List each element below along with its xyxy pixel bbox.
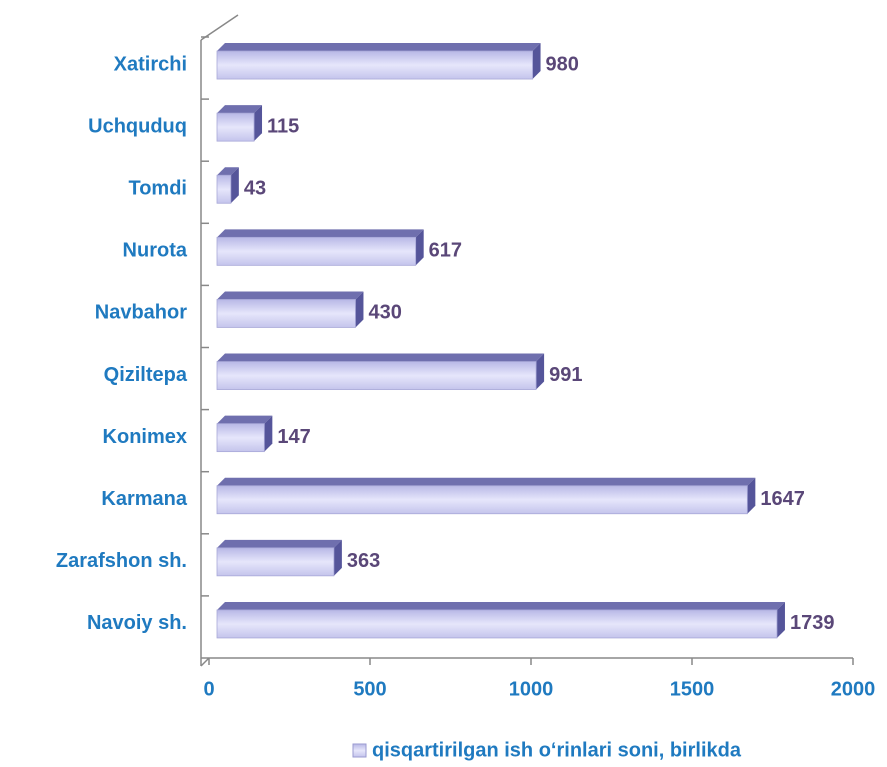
y-tick-label: Uchquduq <box>88 115 187 137</box>
y-tick-label: Xatirchi <box>114 53 187 75</box>
x-tick-label: 0 <box>203 678 214 700</box>
bar <box>216 50 533 80</box>
bar-side <box>254 105 263 142</box>
bar-side <box>355 291 364 328</box>
y-tick-label: Qiziltepa <box>104 364 188 386</box>
bar <box>216 112 255 142</box>
y-tick-label: Navoiy sh. <box>87 612 187 634</box>
bar-top <box>217 167 239 176</box>
bar-top <box>217 291 364 300</box>
x-tick-label: 1000 <box>509 678 554 700</box>
bar-side <box>776 601 785 638</box>
y-tick-label: Tomdi <box>128 178 187 200</box>
bar <box>216 299 356 328</box>
legend-swatch <box>352 743 367 758</box>
bar-side <box>264 415 273 452</box>
value-label: 430 <box>368 302 401 324</box>
wall-line <box>200 14 239 41</box>
legend-label: qisqartirilgan ish o‘rinlari soni, birli… <box>372 739 742 761</box>
bar-side <box>230 167 239 204</box>
value-label: 980 <box>546 53 579 75</box>
bar-top <box>217 477 756 486</box>
bar <box>216 609 778 639</box>
bar-top <box>217 601 785 610</box>
value-label: 617 <box>429 240 462 262</box>
bar <box>216 485 748 515</box>
x-tick-label: 2000 <box>831 678 876 700</box>
bar-side <box>747 477 756 514</box>
bar <box>216 236 417 266</box>
bar-top <box>217 229 424 238</box>
bar-side <box>536 353 545 390</box>
y-tick-label: Konimex <box>103 426 187 448</box>
bar-top <box>217 539 342 548</box>
bar-top <box>217 105 263 114</box>
y-tick-label: Nurota <box>123 240 188 262</box>
bar-top <box>217 353 545 362</box>
value-label: 43 <box>244 178 266 200</box>
y-tick-label: Zarafshon sh. <box>56 550 187 572</box>
value-label: 363 <box>347 550 380 572</box>
bar-side <box>532 43 541 80</box>
bar <box>216 174 232 204</box>
x-tick-label: 1500 <box>670 678 715 700</box>
x-tick-label: 500 <box>353 678 386 700</box>
value-label: 115 <box>267 115 299 137</box>
y-tick-label: Navbahor <box>95 302 187 324</box>
bar <box>216 547 335 577</box>
value-label: 147 <box>277 426 310 448</box>
bar <box>216 361 537 390</box>
floor-line <box>200 657 210 667</box>
bar-top <box>217 43 541 52</box>
y-tick-label: Karmana <box>101 488 187 510</box>
value-label: 1739 <box>790 612 835 634</box>
bar <box>216 423 265 453</box>
value-label: 1647 <box>760 488 805 510</box>
value-label: 991 <box>549 364 582 386</box>
bar-side <box>415 229 424 266</box>
bar-side <box>333 539 342 576</box>
bar-top <box>217 415 273 424</box>
